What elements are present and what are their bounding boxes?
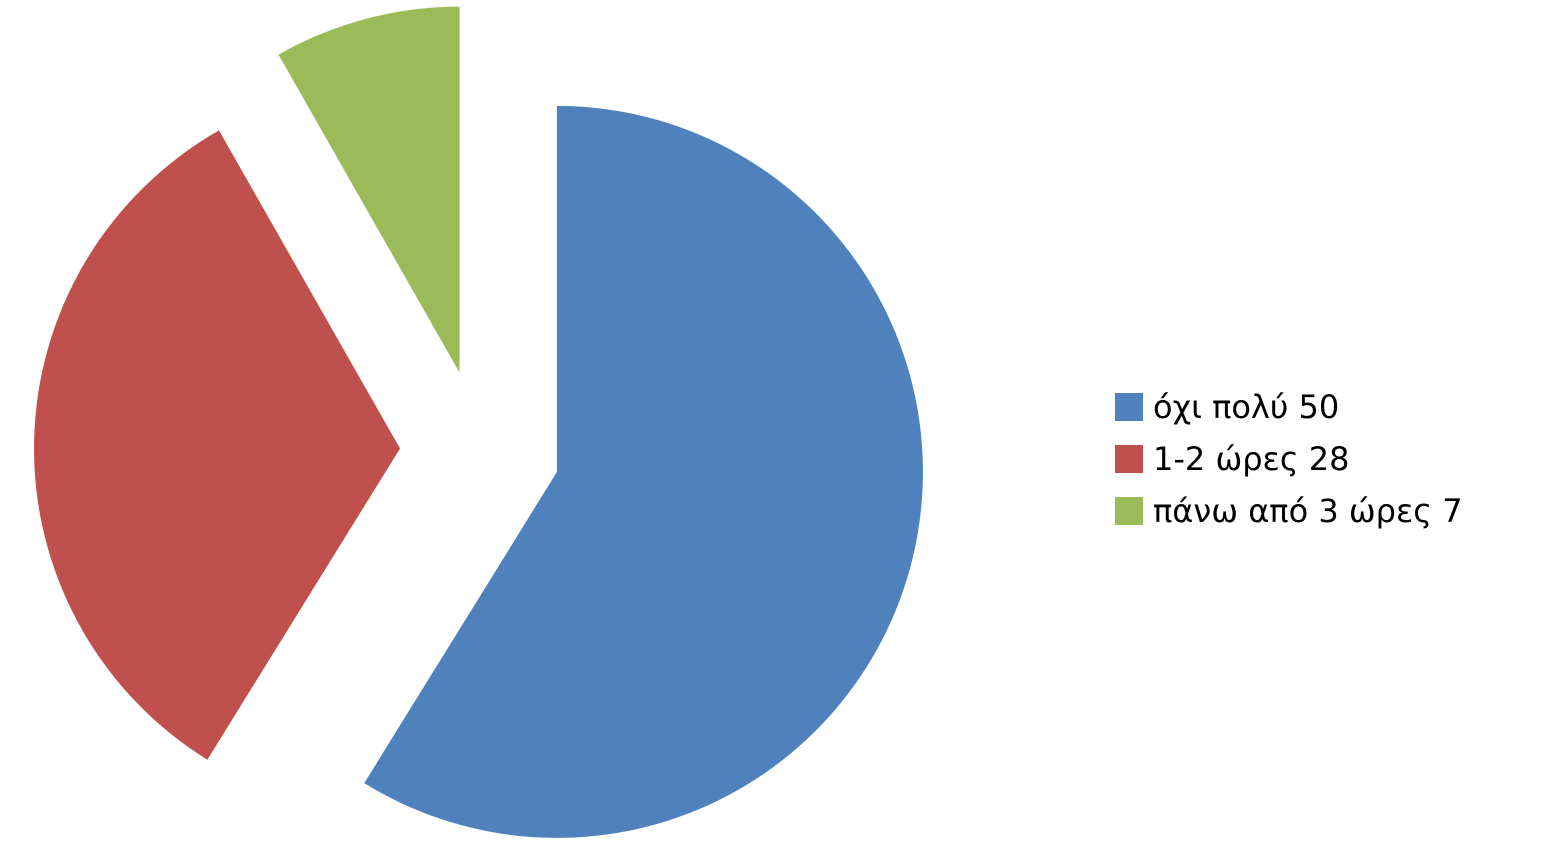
legend-swatch-2 xyxy=(1115,497,1143,525)
legend-label-1: 1-2 ώρες 28 xyxy=(1153,440,1350,478)
legend-item-1: 1-2 ώρες 28 xyxy=(1115,433,1463,485)
pie-slice-2 xyxy=(278,6,460,373)
legend-label-0: όχι πολύ 50 xyxy=(1153,388,1340,426)
legend-item-0: όχι πολύ 50 xyxy=(1115,381,1463,433)
pie-slice-1 xyxy=(34,130,401,760)
legend-swatch-0 xyxy=(1115,393,1143,421)
legend-label-2: πάνω από 3 ώρες 7 xyxy=(1153,492,1463,530)
legend-swatch-1 xyxy=(1115,445,1143,473)
legend: όχι πολύ 50 1-2 ώρες 28 πάνω από 3 ώρες … xyxy=(1115,381,1463,537)
legend-item-2: πάνω από 3 ώρες 7 xyxy=(1115,485,1463,537)
pie-slice-0 xyxy=(364,105,923,838)
